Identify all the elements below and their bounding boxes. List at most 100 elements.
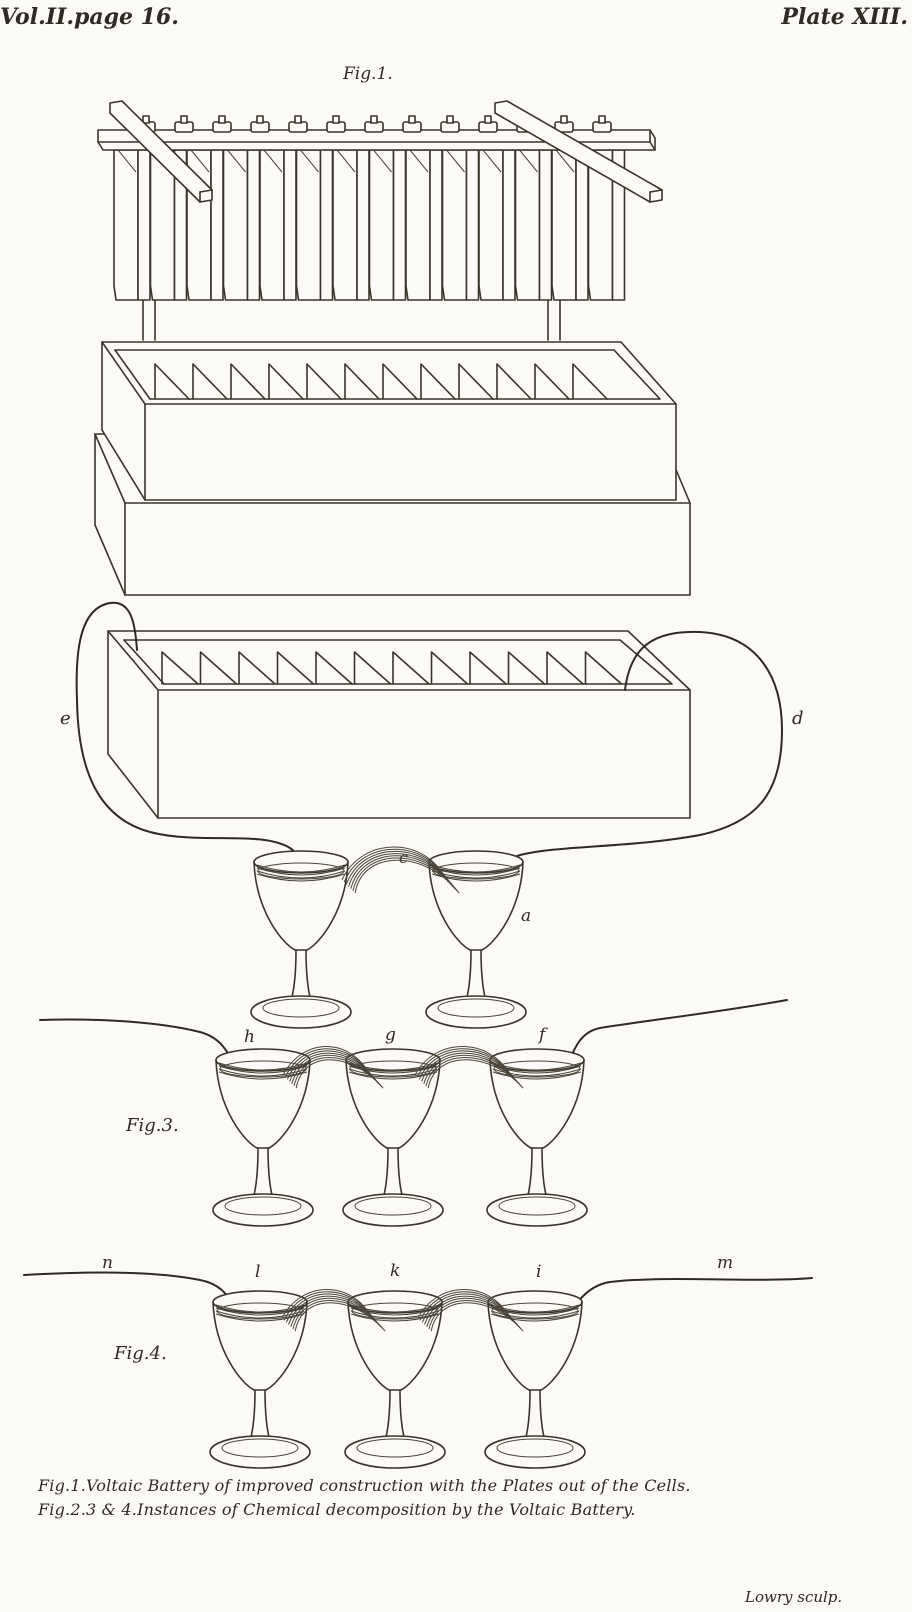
glass-foot-inner [498, 1196, 576, 1216]
fibre-strand [294, 1302, 386, 1332]
glass-g [342, 1048, 444, 1227]
letter-m: m [717, 1253, 734, 1273]
cell-partition [306, 363, 342, 400]
plate [332, 149, 358, 301]
fibre-strand [423, 1054, 520, 1085]
plate-bend [446, 149, 465, 173]
fibre-band [215, 1307, 305, 1316]
cell-partition [315, 651, 353, 685]
plate-edge [356, 149, 370, 301]
bridge-gf [414, 1046, 524, 1089]
glass-foot [250, 995, 352, 1029]
fibre-band [256, 870, 346, 879]
fibre-bridges [281, 846, 524, 1332]
plate [478, 149, 504, 301]
cell-partition [392, 651, 430, 685]
plate [405, 149, 431, 301]
letter-n: n [102, 1253, 113, 1273]
cell-partition [496, 363, 532, 400]
fibre-strand [430, 1302, 524, 1332]
wire-d [503, 630, 784, 873]
clamp-screw [180, 115, 188, 124]
cross-sticks [109, 100, 663, 203]
clamp-screw [294, 115, 302, 124]
clamp-screw [484, 115, 492, 124]
glass-bowl [212, 1301, 308, 1391]
glass-rim [215, 1048, 311, 1072]
glass-i [484, 1290, 586, 1469]
glass-bowl [487, 1301, 583, 1391]
glass-rim [212, 1290, 308, 1314]
fibre-band [215, 1310, 305, 1319]
fig2-cell-partitions [161, 651, 623, 685]
glass-bowl [489, 1059, 585, 1149]
plate-bend [117, 149, 137, 173]
glass-rim [253, 850, 349, 874]
fibre-band [350, 1313, 440, 1322]
letter-f: f [539, 1025, 546, 1045]
plate-bend [227, 149, 246, 173]
caption-line-2: Fig.2.3 & 4.Instances of Chemical decomp… [38, 1500, 636, 1519]
plate-bend [409, 149, 429, 173]
volume-page-header: Vol.II.page 16. [0, 4, 179, 30]
fig1-trough [94, 341, 691, 596]
plate-edge [283, 149, 297, 301]
cell-partition [276, 651, 315, 685]
glass-rim [428, 850, 524, 874]
glass-foot-inner [437, 998, 515, 1018]
plate-edge [210, 149, 224, 301]
plate-edge [465, 149, 480, 301]
plate [222, 149, 249, 301]
wire-m [567, 1277, 813, 1316]
fibre-band [218, 1065, 308, 1074]
plate [259, 149, 285, 301]
glass-foot [209, 1435, 311, 1469]
clamp-screw [598, 115, 606, 124]
plate-bend [336, 149, 356, 173]
glass-foot-inner [262, 998, 340, 1018]
letter-k: k [390, 1261, 401, 1281]
wire-fig3-right [564, 999, 788, 1074]
plate-edge [502, 149, 516, 301]
cell-partition [572, 363, 608, 400]
cell-partition [192, 363, 228, 400]
fibre-strand [428, 1300, 522, 1330]
letter-g: g [385, 1025, 396, 1045]
fibre-band [256, 873, 346, 882]
cell-partition [507, 651, 546, 685]
cell-partition [382, 363, 418, 400]
plate-edge [392, 149, 407, 301]
bridge-lk [281, 1289, 386, 1332]
glass-bowl [215, 1059, 311, 1149]
cell-partition [534, 363, 570, 400]
wine-glasses [209, 850, 588, 1469]
glass-foot [486, 1193, 588, 1227]
plate-number-header: Plate XIII. [781, 4, 908, 30]
fibre-strand [292, 1300, 384, 1330]
glass-foot-inner [356, 1438, 434, 1458]
fibre-band [256, 864, 346, 873]
plate [113, 149, 139, 301]
plate-edge [538, 149, 553, 301]
plate-bend [263, 149, 283, 173]
plate-edge [319, 149, 334, 301]
fibre-band [218, 1068, 308, 1077]
glass-rim [489, 1048, 585, 1072]
plate [551, 149, 577, 301]
fibre-band [490, 1313, 580, 1322]
fibre-strand [354, 859, 460, 894]
cell-partition [469, 651, 507, 685]
letter-e: e [60, 708, 71, 729]
fibre-band [218, 1062, 308, 1071]
wire-n [23, 1271, 241, 1317]
plate-bend [482, 149, 502, 173]
glass-foot-inner [354, 1196, 432, 1216]
glass-a [425, 850, 527, 1029]
plate-bend [300, 149, 319, 173]
plate-bend [190, 149, 210, 173]
letter-l: l [255, 1262, 261, 1282]
clamp-screw [218, 115, 226, 124]
glass-l [209, 1290, 311, 1469]
glass-foot-inner [224, 1196, 302, 1216]
